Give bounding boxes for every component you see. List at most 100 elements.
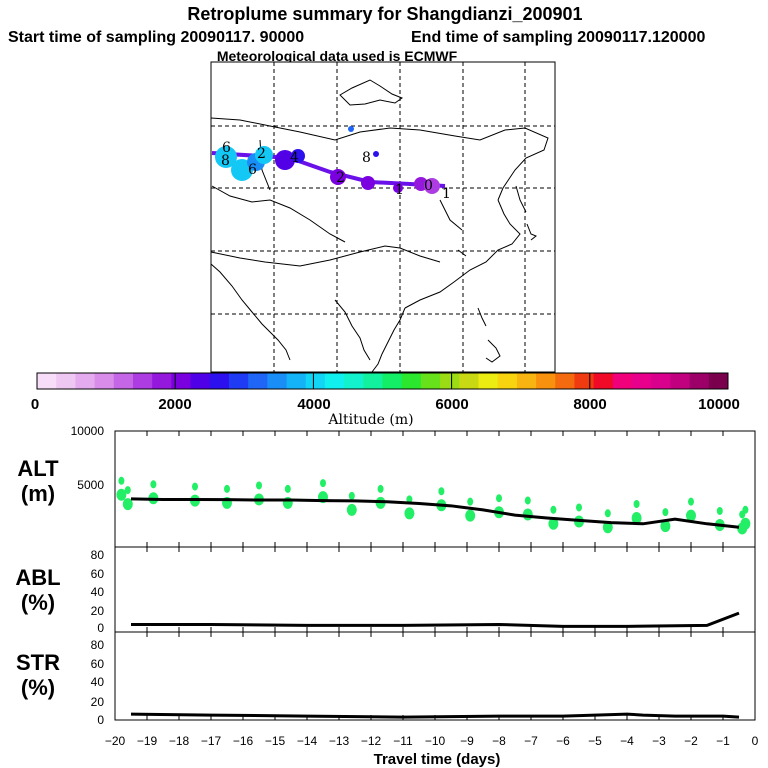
x-tick-label: −14	[297, 734, 318, 748]
colorbar-tick: 8000	[573, 396, 606, 413]
colorbar-tick: 10000	[698, 396, 740, 413]
str-ytick: 40	[91, 675, 105, 689]
scatter-point	[150, 480, 157, 489]
x-tick-label: −19	[137, 734, 158, 748]
scatter-point	[548, 517, 559, 530]
colorbar-swatch	[459, 373, 479, 389]
plume-label: 0	[424, 178, 433, 194]
scatter-point	[662, 508, 669, 517]
series-line	[131, 611, 740, 628]
plume-cluster	[255, 146, 273, 164]
plume-cluster	[361, 176, 375, 190]
str-ytick: 60	[91, 657, 105, 671]
colorbar-title: Altitude (m)	[327, 412, 413, 428]
str-panel: −20 −19 −18 −17 −16 −15 −14 −13 −12 −11 −10 −9 −8 −7−…	[16, 631, 759, 768]
colorbar-swatch	[209, 373, 230, 389]
str-panel-label: STR	[16, 650, 60, 675]
x-tick-label: −16	[233, 734, 254, 748]
plume-trajectory: 6 8 2 6 4 2 8 1 0 1	[211, 126, 451, 202]
colorbar-tick: 0	[31, 396, 39, 413]
x-tick-label: −13	[329, 734, 350, 748]
colorbar-swatch	[305, 373, 326, 389]
colorbar-swatch	[612, 373, 633, 389]
str-ytick: 20	[91, 695, 105, 709]
abl-panel-unit: (%)	[21, 590, 55, 615]
colorbar-swatch	[171, 373, 192, 389]
scatter-point	[602, 521, 613, 534]
scatter-point	[404, 507, 415, 520]
colorbar-tick: 4000	[297, 396, 330, 413]
scatter-point	[496, 494, 502, 503]
str-axis-ticks	[114, 632, 756, 720]
scatter-point	[633, 500, 640, 508]
x-tick-label: −1	[716, 734, 730, 748]
map-frame	[210, 61, 556, 373]
plume-cluster	[215, 146, 237, 168]
x-tick-label: −5	[588, 734, 602, 748]
scatter-point	[406, 495, 413, 504]
str-panel-frame	[114, 631, 756, 721]
plume-label: 4	[290, 150, 299, 166]
x-tick-label: −17	[201, 734, 222, 748]
x-tick-label: 0	[752, 734, 759, 748]
colorbar-swatch	[228, 373, 249, 389]
scatter-point	[192, 482, 198, 491]
abl-axis-ticks	[114, 547, 756, 632]
scatter-point	[524, 496, 531, 505]
alt-axis-ticks	[114, 431, 756, 547]
colorbar-swatch	[440, 373, 460, 389]
str-panel-unit: (%)	[21, 675, 55, 700]
colorbar-swatch	[248, 373, 268, 389]
abl-panel-frame	[114, 546, 756, 633]
plume-label: 2	[257, 146, 266, 162]
abl-panel-label: ABL	[15, 565, 60, 590]
colorbar-swatch	[574, 373, 595, 389]
alt-panel: 10000 5000 ALT (m)	[17, 424, 756, 548]
alt-panel-frame	[114, 430, 756, 548]
met-data-note: Meteorological data used is ECMWF	[217, 48, 458, 64]
colorbar-swatch	[708, 373, 729, 389]
series-line	[130, 497, 740, 529]
abl-panel: 0 20 40 60 80 ABL (%)	[15, 546, 756, 635]
str-ytick: 80	[91, 638, 105, 652]
scatter-point	[716, 506, 723, 515]
scatter-point	[467, 497, 474, 506]
x-tick-label: −18	[169, 734, 190, 748]
colorbar-swatch	[113, 373, 134, 389]
x-tick-label: −9	[460, 734, 474, 748]
scatter-point	[576, 503, 582, 512]
scatter-point	[742, 505, 749, 514]
x-axis-label: Travel time (days)	[374, 751, 501, 768]
x-tick-label: −4	[620, 734, 634, 748]
colorbar-swatch	[536, 373, 556, 389]
scatter-point	[604, 509, 611, 518]
scatter-point	[686, 509, 696, 522]
colorbar-swatch	[267, 373, 288, 389]
chart-title: Retroplume summary for Shangdianzi_20090…	[187, 4, 582, 24]
plume-cluster	[275, 150, 295, 170]
colorbar-swatch	[37, 373, 57, 389]
colorbar-tick: 2000	[158, 396, 191, 413]
colorbar-swatch	[651, 373, 671, 389]
abl-ytick: 40	[91, 585, 105, 599]
colorbar-swatch	[75, 373, 96, 389]
colorbar-swatch	[56, 373, 76, 389]
abl-ytick: 20	[91, 604, 105, 618]
series-line	[130, 712, 740, 719]
abl-ytick: 60	[91, 567, 105, 581]
plume-label: 1	[442, 186, 451, 202]
colorbar-swatch	[593, 373, 614, 389]
x-tick-label: −12	[361, 734, 382, 748]
scatter-point	[284, 484, 291, 493]
scatter-point	[465, 509, 476, 522]
scatter-point	[346, 503, 357, 516]
plume-cluster	[424, 178, 440, 194]
colorbar-swatch	[344, 373, 364, 389]
plume-cluster	[373, 151, 379, 157]
colorbar-swatch	[555, 373, 575, 389]
scatter-point	[377, 484, 384, 493]
x-tick-label: −10	[425, 734, 446, 748]
x-tick-label: −3	[652, 734, 666, 748]
plume-label: 2	[336, 170, 345, 186]
